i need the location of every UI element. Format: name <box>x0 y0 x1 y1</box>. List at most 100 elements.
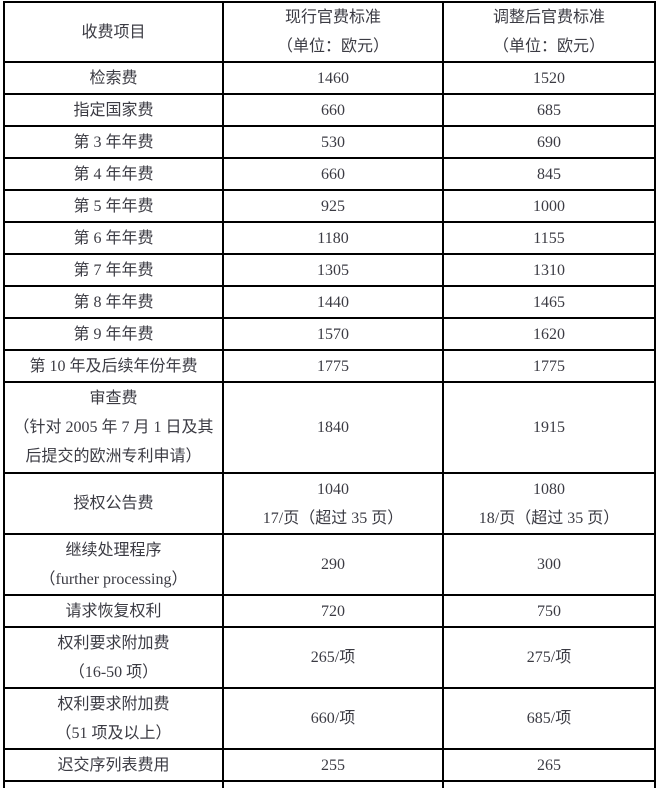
column-header-adjusted: 调整后官费标准 （单位：欧元） <box>442 1 656 63</box>
cell-line: 660 <box>321 165 345 183</box>
cell-adjusted: 1310 <box>442 253 656 287</box>
table-row-8: 第 8 年年费 1440 1465 <box>3 285 656 319</box>
cell-line: 685/项 <box>526 710 572 727</box>
cell-line: 第 8 年年费 <box>73 293 154 311</box>
cell-line: 530 <box>321 133 345 151</box>
cell-line: 17/页（超过 35 页） <box>262 509 404 527</box>
fee-table: 收费项目 现行官费标准 （单位：欧元） 调整后官费标准 （单位：欧元） 检索费 1460 1… <box>3 1 656 788</box>
cell-line: 后提交的欧洲专利申请） <box>25 448 202 465</box>
cell-line: （针对 2005 年 7 月 1 日及其 <box>13 419 214 436</box>
cell-line: 845 <box>537 165 561 183</box>
cell-adjusted: 1620 <box>442 317 656 351</box>
cell-line: 1180 <box>317 229 349 247</box>
cell-line: 1775 <box>533 357 565 375</box>
cell-line: 1310 <box>533 261 565 279</box>
cell-line: 第 10 年及后续年份年费 <box>29 357 198 375</box>
stub-cell <box>222 780 444 788</box>
column-header-item: 收费项目 <box>3 1 224 63</box>
cell-line: 265/项 <box>310 649 356 666</box>
cell-adjusted: 1775 <box>442 349 656 383</box>
cell-line: 迟交序列表费用 <box>57 756 170 774</box>
table-row-15: 权利要求附加费 （16-50 项） 265/项 275/项 <box>3 626 656 689</box>
cell-line: 1620 <box>533 325 565 343</box>
header-row: 收费项目 现行官费标准 （单位：欧元） 调整后官费标准 （单位：欧元） <box>3 1 656 63</box>
column-header-current: 现行官费标准 （单位：欧元） <box>222 1 444 63</box>
table-cutoff-stub <box>3 780 656 788</box>
cell-line: 1570 <box>317 325 349 343</box>
header-line: 现行官费标准 <box>284 9 381 26</box>
cell-current: 1570 <box>222 317 444 351</box>
cell-line: 1155 <box>533 229 565 247</box>
cell-item: 继续处理程序 （further processing） <box>3 533 224 596</box>
cell-line: 审查费 <box>89 390 138 407</box>
header-line: （单位：欧元） <box>276 38 389 55</box>
cell-line: 1840 <box>317 419 349 436</box>
table-row-17: 迟交序列表费用 255 265 <box>3 748 656 782</box>
cell-line: 275/项 <box>526 649 572 666</box>
table-row-14: 请求恢复权利 720 750 <box>3 594 656 628</box>
table-row-3: 第 3 年年费 530 690 <box>3 125 656 159</box>
stub-cell <box>442 780 656 788</box>
cell-current: 660 <box>222 93 444 127</box>
cell-line: 第 3 年年费 <box>73 133 154 151</box>
cell-adjusted: 685 <box>442 93 656 127</box>
document-page: { "page": { "background": "#ffffff", "te… <box>3 1 656 788</box>
cell-adjusted: 1155 <box>442 221 656 255</box>
cell-current: 1180 <box>222 221 444 255</box>
cell-current: 660 <box>222 157 444 191</box>
cell-line: 1080 <box>533 480 565 498</box>
cell-current: 1440 <box>222 285 444 319</box>
cell-current: 530 <box>222 125 444 159</box>
header-line: （单位：欧元） <box>492 38 605 55</box>
cell-adjusted: 1915 <box>442 381 656 474</box>
cell-line: 1040 <box>317 480 349 498</box>
cell-line: 检索费 <box>89 69 138 87</box>
table-row-9: 第 9 年年费 1570 1620 <box>3 317 656 351</box>
header-line: 调整后官费标准 <box>492 9 605 26</box>
table-row-16: 权利要求附加费 （51 项及以上） 660/项 685/项 <box>3 687 656 750</box>
header-line: 收费项目 <box>81 23 146 41</box>
cell-line: 750 <box>537 602 561 620</box>
cell-line: 第 6 年年费 <box>73 229 154 247</box>
cell-current: 925 <box>222 189 444 223</box>
cell-adjusted: 1080 18/页（超过 35 页） <box>442 472 656 535</box>
cell-current: 1840 <box>222 381 444 474</box>
cell-item: 第 8 年年费 <box>3 285 224 319</box>
cell-current: 720 <box>222 594 444 628</box>
cell-line: 255 <box>321 756 345 774</box>
cell-item: 授权公告费 <box>3 472 224 535</box>
cell-item: 审查费 （针对 2005 年 7 月 1 日及其 后提交的欧洲专利申请） <box>3 381 224 474</box>
cell-item: 第 4 年年费 <box>3 157 224 191</box>
cell-line: （51 项及以上） <box>55 724 172 742</box>
cell-line: 请求恢复权利 <box>65 602 162 620</box>
cell-line: 1000 <box>533 197 565 215</box>
cell-item: 权利要求附加费 （51 项及以上） <box>3 687 224 750</box>
cell-adjusted: 750 <box>442 594 656 628</box>
cell-current: 1040 17/页（超过 35 页） <box>222 472 444 535</box>
table-row-12: 授权公告费 1040 17/页（超过 35 页） 1080 18/页（超过 35 页） <box>3 472 656 535</box>
cell-current: 1775 <box>222 349 444 383</box>
cell-line: 690 <box>537 133 561 151</box>
cell-line: 1305 <box>317 261 349 279</box>
cell-line: 第 7 年年费 <box>73 261 154 279</box>
cell-line: 720 <box>321 602 345 620</box>
table-row-7: 第 7 年年费 1305 1310 <box>3 253 656 287</box>
cell-line: 1775 <box>317 357 349 375</box>
cell-item: 检索费 <box>3 61 224 95</box>
cell-line: 1520 <box>533 69 565 87</box>
cell-current: 265/项 <box>222 626 444 689</box>
cell-adjusted: 685/项 <box>442 687 656 750</box>
table-row-10: 第 10 年及后续年份年费 1775 1775 <box>3 349 656 383</box>
cell-line: 第 4 年年费 <box>73 165 154 183</box>
cell-item: 第 6 年年费 <box>3 221 224 255</box>
cell-current: 660/项 <box>222 687 444 750</box>
cell-line: 265 <box>537 756 561 774</box>
cell-adjusted: 300 <box>442 533 656 596</box>
cell-line: 继续处理程序 <box>65 541 162 559</box>
cell-adjusted: 265 <box>442 748 656 782</box>
table-row-2: 指定国家费 660 685 <box>3 93 656 127</box>
cell-line: 660 <box>321 101 345 119</box>
stub-cell <box>3 780 224 788</box>
cell-item: 第 10 年及后续年份年费 <box>3 349 224 383</box>
